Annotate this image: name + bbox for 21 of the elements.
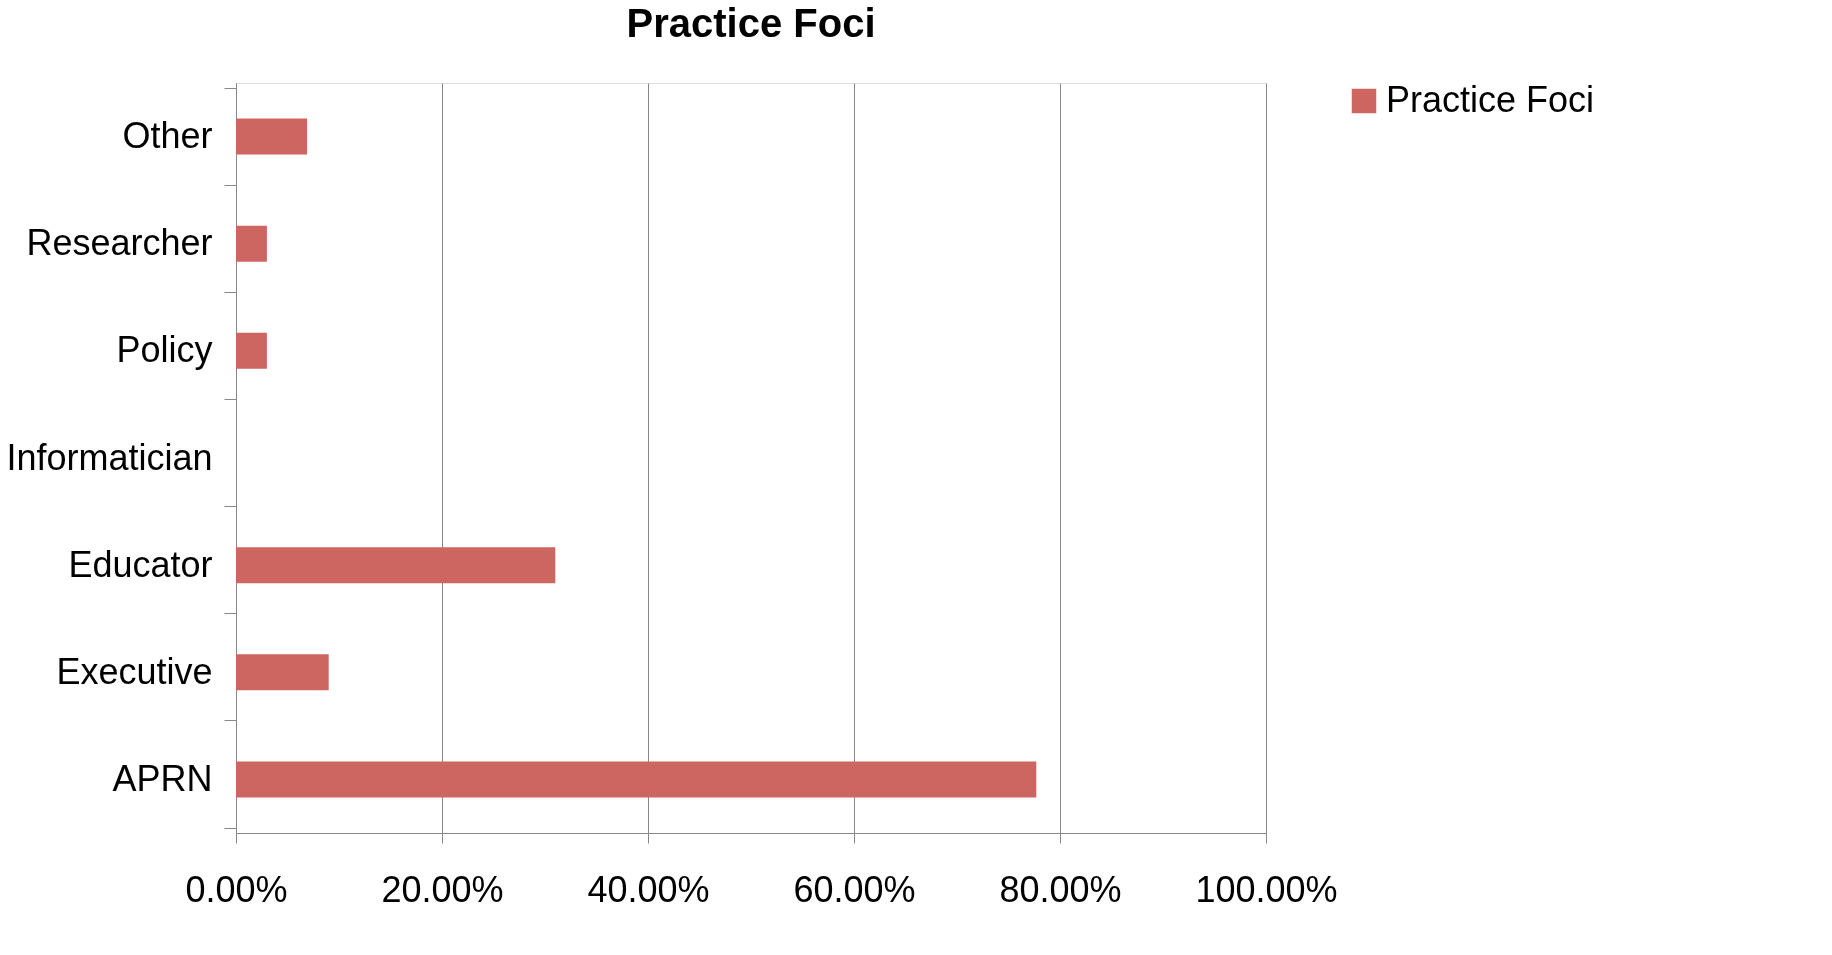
y-tick-label: APRN [112,757,213,799]
x-tick-label: 0.00% [185,868,288,910]
bar [236,225,267,262]
bar [236,654,329,691]
y-tick-label: Researcher [26,222,213,264]
y-tick-label: Educator [68,543,213,585]
bar [236,547,556,584]
x-tick-label: 40.00% [587,868,710,910]
x-tick-label: 20.00% [381,868,504,910]
y-tick-label: Policy [116,329,213,371]
legend-label: Practice Foci [1386,79,1595,120]
x-tick-label: 80.00% [999,868,1122,910]
y-tick-label: Informatician [6,436,213,478]
bar [236,761,1037,798]
chart-title: Practice Foci [626,1,876,45]
x-tick-label: 100.00% [1195,868,1338,910]
bar [236,118,308,155]
x-tick-label: 60.00% [793,868,916,910]
y-tick-label: Other [122,115,213,157]
bar [236,332,267,369]
y-tick-label: Executive [56,650,213,692]
